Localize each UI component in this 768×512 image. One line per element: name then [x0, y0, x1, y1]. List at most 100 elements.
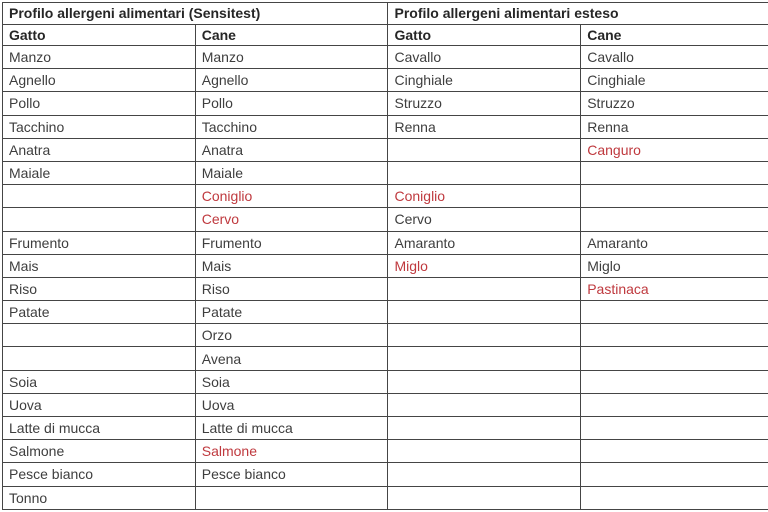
- table-cell: [387, 300, 582, 325]
- table-cell: Salmone: [194, 439, 389, 464]
- table-cell: Canguro: [580, 137, 768, 162]
- table-cell: [387, 369, 582, 394]
- table-cell: Cervo: [387, 207, 582, 232]
- table-cell: Struzzo: [580, 91, 768, 116]
- table-cell: Tacchino: [2, 114, 196, 139]
- table-cell: Soia: [194, 369, 389, 394]
- table-cell: Orzo: [194, 323, 389, 348]
- table-cell: Frumento: [2, 230, 196, 255]
- table-cell: Pollo: [2, 91, 196, 116]
- table-cell: [580, 160, 768, 186]
- table-cell: Manzo: [2, 44, 196, 70]
- table-cell: Pastinaca: [580, 276, 768, 302]
- table-cell: [387, 439, 582, 464]
- table-cell: Maiale: [2, 160, 196, 186]
- table-cell: Coniglio: [387, 184, 582, 209]
- table-cell: [194, 485, 389, 510]
- table-cell: Pesce bianco: [2, 462, 196, 487]
- column-header-sensitest-gatto: Gatto: [2, 23, 196, 46]
- table-cell: Patate: [2, 300, 196, 325]
- table-row: Coniglio Coniglio: [2, 184, 768, 209]
- table-cell: [580, 369, 768, 394]
- table-cell: [580, 485, 768, 510]
- table-row: Cervo Cervo: [2, 207, 768, 232]
- table-cell: [387, 160, 582, 186]
- table-row: Uova Uova: [2, 392, 768, 418]
- table-cell: [580, 462, 768, 487]
- table-body: Manzo Manzo Cavallo Cavallo Agnello Agnello Ci…: [2, 44, 768, 510]
- table-cell: Cavallo: [580, 44, 768, 70]
- table-cell: [580, 300, 768, 325]
- table-cell: Patate: [194, 300, 389, 325]
- table-row: Riso Riso Pastinaca: [2, 276, 768, 302]
- table-cell: Tonno: [2, 485, 196, 510]
- table-row: Patate Patate: [2, 300, 768, 325]
- table-row: Maiale Maiale: [2, 160, 768, 186]
- table-row: Soia Soia: [2, 369, 768, 394]
- table-row: Pollo Pollo Struzzo Struzzo: [2, 91, 768, 116]
- table-cell: [580, 439, 768, 464]
- section-title-sensitest: Profilo allergeni alimentari (Sensitest): [1, 2, 389, 25]
- table-cell: Riso: [2, 276, 196, 302]
- table-cell: Avena: [194, 346, 389, 371]
- table-cell: Struzzo: [387, 91, 582, 116]
- table-cell: [387, 137, 582, 162]
- table-row: Manzo Manzo Cavallo Cavallo: [2, 44, 768, 70]
- table-cell: Uova: [194, 392, 389, 418]
- table-cell: [387, 323, 582, 348]
- table-cell: Miglo: [580, 253, 768, 278]
- table-cell: [580, 392, 768, 418]
- table-row: Pesce bianco Pesce bianco: [2, 462, 768, 487]
- table-row: Mais Mais Miglo Miglo: [2, 253, 768, 278]
- column-header-esteso-gatto: Gatto: [387, 23, 582, 46]
- table-cell: [580, 323, 768, 348]
- table-cell: Soia: [2, 369, 196, 394]
- table-cell: Riso: [194, 276, 389, 302]
- table-cell: Miglo: [387, 253, 582, 278]
- table-cell: Cinghiale: [580, 68, 768, 93]
- table-cell: Renna: [387, 114, 582, 139]
- table-cell: Amaranto: [387, 230, 582, 255]
- table-cell: [387, 462, 582, 487]
- table-row: Avena: [2, 346, 768, 371]
- table-cell: [2, 184, 196, 209]
- table-cell: [2, 207, 196, 232]
- table-cell: [2, 323, 196, 348]
- table-row: Anatra Anatra Canguro: [2, 137, 768, 162]
- table-cell: Renna: [580, 114, 768, 139]
- table-row: Tonno: [2, 485, 768, 510]
- table-cell: Frumento: [194, 230, 389, 255]
- table-cell: [580, 415, 768, 441]
- table-cell: [580, 184, 768, 209]
- table-cell: Pollo: [194, 91, 389, 116]
- column-header-sensitest-cane: Cane: [194, 23, 389, 46]
- section-header-row: Profilo allergeni alimentari (Sensitest)…: [1, 2, 768, 25]
- table-cell: Mais: [2, 253, 196, 278]
- table-cell: [387, 392, 582, 418]
- table-cell: Cinghiale: [387, 68, 582, 93]
- table-cell: [580, 207, 768, 232]
- table-cell: Agnello: [2, 68, 196, 93]
- table-cell: Uova: [2, 392, 196, 418]
- table-row: Salmone Salmone: [2, 439, 768, 464]
- table-cell: Salmone: [2, 439, 196, 464]
- table-cell: Pesce bianco: [194, 462, 389, 487]
- table-cell: Maiale: [194, 160, 389, 186]
- table-row: Tacchino Tacchino Renna Renna: [2, 114, 768, 139]
- table-cell: [2, 346, 196, 371]
- table-cell: Anatra: [194, 137, 389, 162]
- table-cell: Coniglio: [194, 184, 389, 209]
- table-row: Frumento Frumento Amaranto Amaranto: [2, 230, 768, 255]
- table-cell: Cavallo: [387, 44, 582, 70]
- table-cell: Agnello: [194, 68, 389, 93]
- table-cell: [387, 415, 582, 441]
- table-cell: Tacchino: [194, 114, 389, 139]
- table-cell: Amaranto: [580, 230, 768, 255]
- section-title-esteso: Profilo allergeni alimentari esteso: [387, 2, 768, 25]
- table-cell: [580, 346, 768, 371]
- table-cell: Latte di mucca: [2, 415, 196, 441]
- table-cell: Latte di mucca: [194, 415, 389, 441]
- column-header-row: Gatto Cane Gatto Cane: [2, 23, 768, 46]
